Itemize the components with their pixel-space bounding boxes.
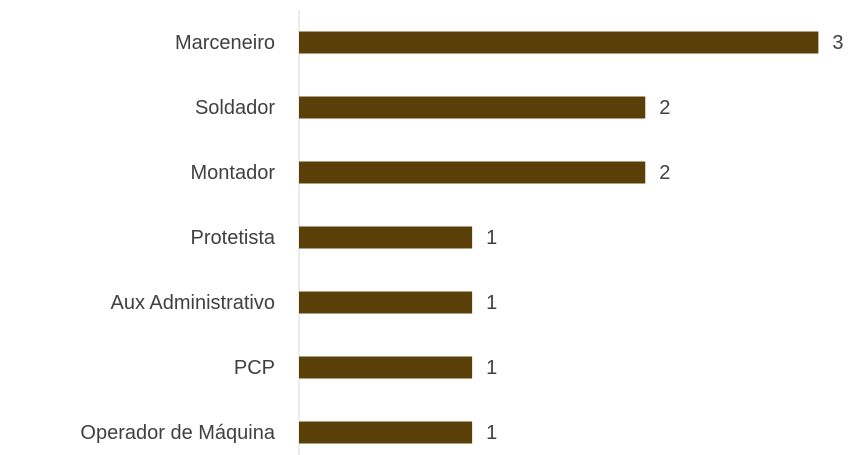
category-label: Marceneiro — [175, 32, 275, 54]
data-label: 3 — [832, 32, 843, 54]
category-label: PCP — [234, 357, 275, 379]
category-label: Montador — [191, 162, 276, 184]
data-label: 2 — [659, 97, 670, 119]
category-label: Protetista — [191, 227, 276, 249]
bar — [299, 291, 473, 314]
data-label: 1 — [486, 292, 497, 314]
category-label: Operador de Máquina — [80, 422, 275, 444]
data-label: 1 — [486, 357, 497, 379]
bar — [299, 226, 473, 249]
bar — [299, 161, 646, 184]
data-label: 1 — [486, 227, 497, 249]
bar — [299, 356, 473, 379]
category-label: Soldador — [195, 97, 275, 119]
category-label: Aux Administrativo — [110, 292, 275, 314]
data-label: 2 — [659, 162, 670, 184]
bar — [299, 31, 819, 54]
bar — [299, 96, 646, 119]
data-label: 1 — [486, 422, 497, 444]
bar — [299, 421, 473, 444]
